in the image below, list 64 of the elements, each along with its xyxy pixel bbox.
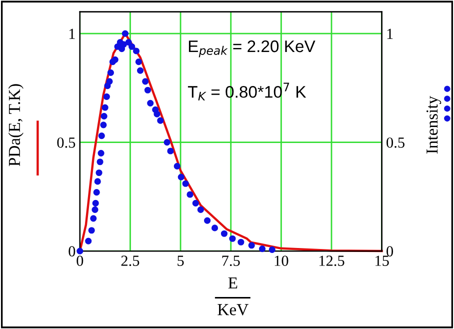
point bbox=[128, 43, 136, 50]
point bbox=[204, 217, 211, 224]
y-tick-label: 0.5 bbox=[57, 137, 76, 148]
point bbox=[258, 246, 266, 252]
x-axis-title: E KeV bbox=[218, 278, 248, 316]
point bbox=[164, 139, 170, 146]
x-tick-label: 0 bbox=[76, 256, 84, 266]
point bbox=[197, 206, 204, 214]
point bbox=[92, 200, 99, 206]
point bbox=[98, 150, 104, 156]
point bbox=[142, 78, 149, 85]
annotation: E$_{peak}$ = 2.20 KeV bbox=[188, 40, 316, 58]
point bbox=[88, 227, 95, 234]
x-tick-label: 12.5 bbox=[319, 256, 344, 266]
x-tick-label: 15 bbox=[376, 256, 389, 266]
point bbox=[120, 41, 127, 48]
point bbox=[102, 104, 108, 111]
point bbox=[154, 110, 160, 118]
point bbox=[100, 112, 108, 120]
point bbox=[182, 180, 189, 187]
point bbox=[147, 100, 154, 106]
point bbox=[107, 69, 114, 76]
y2-tick-label: 1 bbox=[387, 28, 393, 39]
point bbox=[103, 93, 110, 100]
point bbox=[186, 191, 194, 198]
point bbox=[248, 242, 255, 249]
point bbox=[98, 132, 105, 140]
point bbox=[96, 158, 104, 166]
point bbox=[122, 30, 128, 37]
x-tick-label: 2.5 bbox=[121, 256, 140, 266]
point bbox=[132, 48, 140, 54]
y2-axis-title: Intensity bbox=[426, 96, 442, 154]
point bbox=[135, 58, 142, 66]
point bbox=[268, 246, 276, 254]
point bbox=[220, 230, 228, 237]
point bbox=[167, 148, 174, 154]
x-tick-label: 7.5 bbox=[222, 256, 240, 266]
point bbox=[144, 86, 152, 94]
point bbox=[192, 200, 199, 206]
point bbox=[136, 67, 144, 74]
point bbox=[125, 38, 132, 46]
point bbox=[90, 215, 97, 222]
point bbox=[92, 206, 98, 214]
point bbox=[112, 56, 118, 63]
point bbox=[96, 169, 102, 176]
point bbox=[211, 224, 218, 232]
y-tick-label: 1 bbox=[69, 28, 75, 39]
point bbox=[174, 162, 180, 170]
point bbox=[178, 174, 184, 180]
point bbox=[238, 238, 244, 246]
y-axis-title: PDa(E, T.K) bbox=[8, 84, 24, 166]
point bbox=[85, 238, 92, 244]
point bbox=[100, 122, 107, 128]
point bbox=[106, 78, 113, 85]
point bbox=[229, 235, 236, 242]
y-tick-label: 0 bbox=[68, 246, 76, 256]
x-tick-label: 10 bbox=[274, 256, 288, 266]
point bbox=[93, 189, 100, 196]
point bbox=[76, 248, 84, 254]
point bbox=[94, 178, 101, 185]
y2-tick-label: 0 bbox=[386, 246, 394, 256]
point bbox=[157, 117, 164, 124]
y2-tick-label: 0.5 bbox=[386, 137, 404, 148]
x-tick-label: 5 bbox=[178, 256, 184, 266]
